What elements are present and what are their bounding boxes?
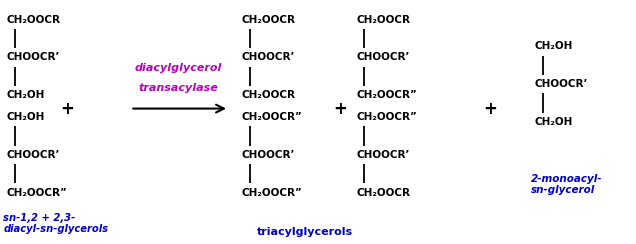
Text: CH₂OOCR”: CH₂OOCR”: [242, 112, 303, 122]
Text: +: +: [60, 100, 74, 118]
Text: CH₂OOCR”: CH₂OOCR”: [356, 112, 417, 122]
Text: CH₂OOCR”: CH₂OOCR”: [356, 90, 417, 100]
Text: CH₂OOCR: CH₂OOCR: [356, 15, 410, 24]
Text: CH₂OOCR: CH₂OOCR: [356, 188, 410, 198]
Text: CHOOCR’: CHOOCR’: [242, 150, 295, 160]
Text: transacylase: transacylase: [138, 83, 218, 93]
Text: CHOOCR’: CHOOCR’: [356, 52, 410, 62]
Text: CH₂OH: CH₂OH: [6, 112, 45, 122]
Text: sn-1,2 + 2,3-
diacyl-sn-glycerols: sn-1,2 + 2,3- diacyl-sn-glycerols: [3, 213, 108, 234]
Text: triacylglycerols: triacylglycerols: [257, 227, 354, 237]
Text: CH₂OH: CH₂OH: [534, 117, 572, 127]
Text: CHOOCR’: CHOOCR’: [6, 52, 60, 62]
Text: CHOOCR’: CHOOCR’: [242, 52, 295, 62]
Text: CHOOCR’: CHOOCR’: [6, 150, 60, 160]
Text: CH₂OH: CH₂OH: [6, 90, 45, 100]
Text: +: +: [483, 100, 497, 118]
Text: +: +: [333, 100, 347, 118]
Text: CH₂OOCR”: CH₂OOCR”: [242, 188, 303, 198]
Text: CHOOCR’: CHOOCR’: [356, 150, 410, 160]
Text: CH₂OOCR: CH₂OOCR: [242, 15, 296, 24]
Text: 2-monoacyl-
sn-glycerol: 2-monoacyl- sn-glycerol: [531, 173, 602, 195]
Text: CH₂OOCR: CH₂OOCR: [6, 15, 60, 24]
Text: CH₂OH: CH₂OH: [534, 41, 572, 51]
Text: CH₂OOCR”: CH₂OOCR”: [6, 188, 67, 198]
Text: diacylglycerol: diacylglycerol: [134, 63, 222, 73]
Text: CHOOCR’: CHOOCR’: [534, 79, 588, 89]
Text: CH₂OOCR: CH₂OOCR: [242, 90, 296, 100]
